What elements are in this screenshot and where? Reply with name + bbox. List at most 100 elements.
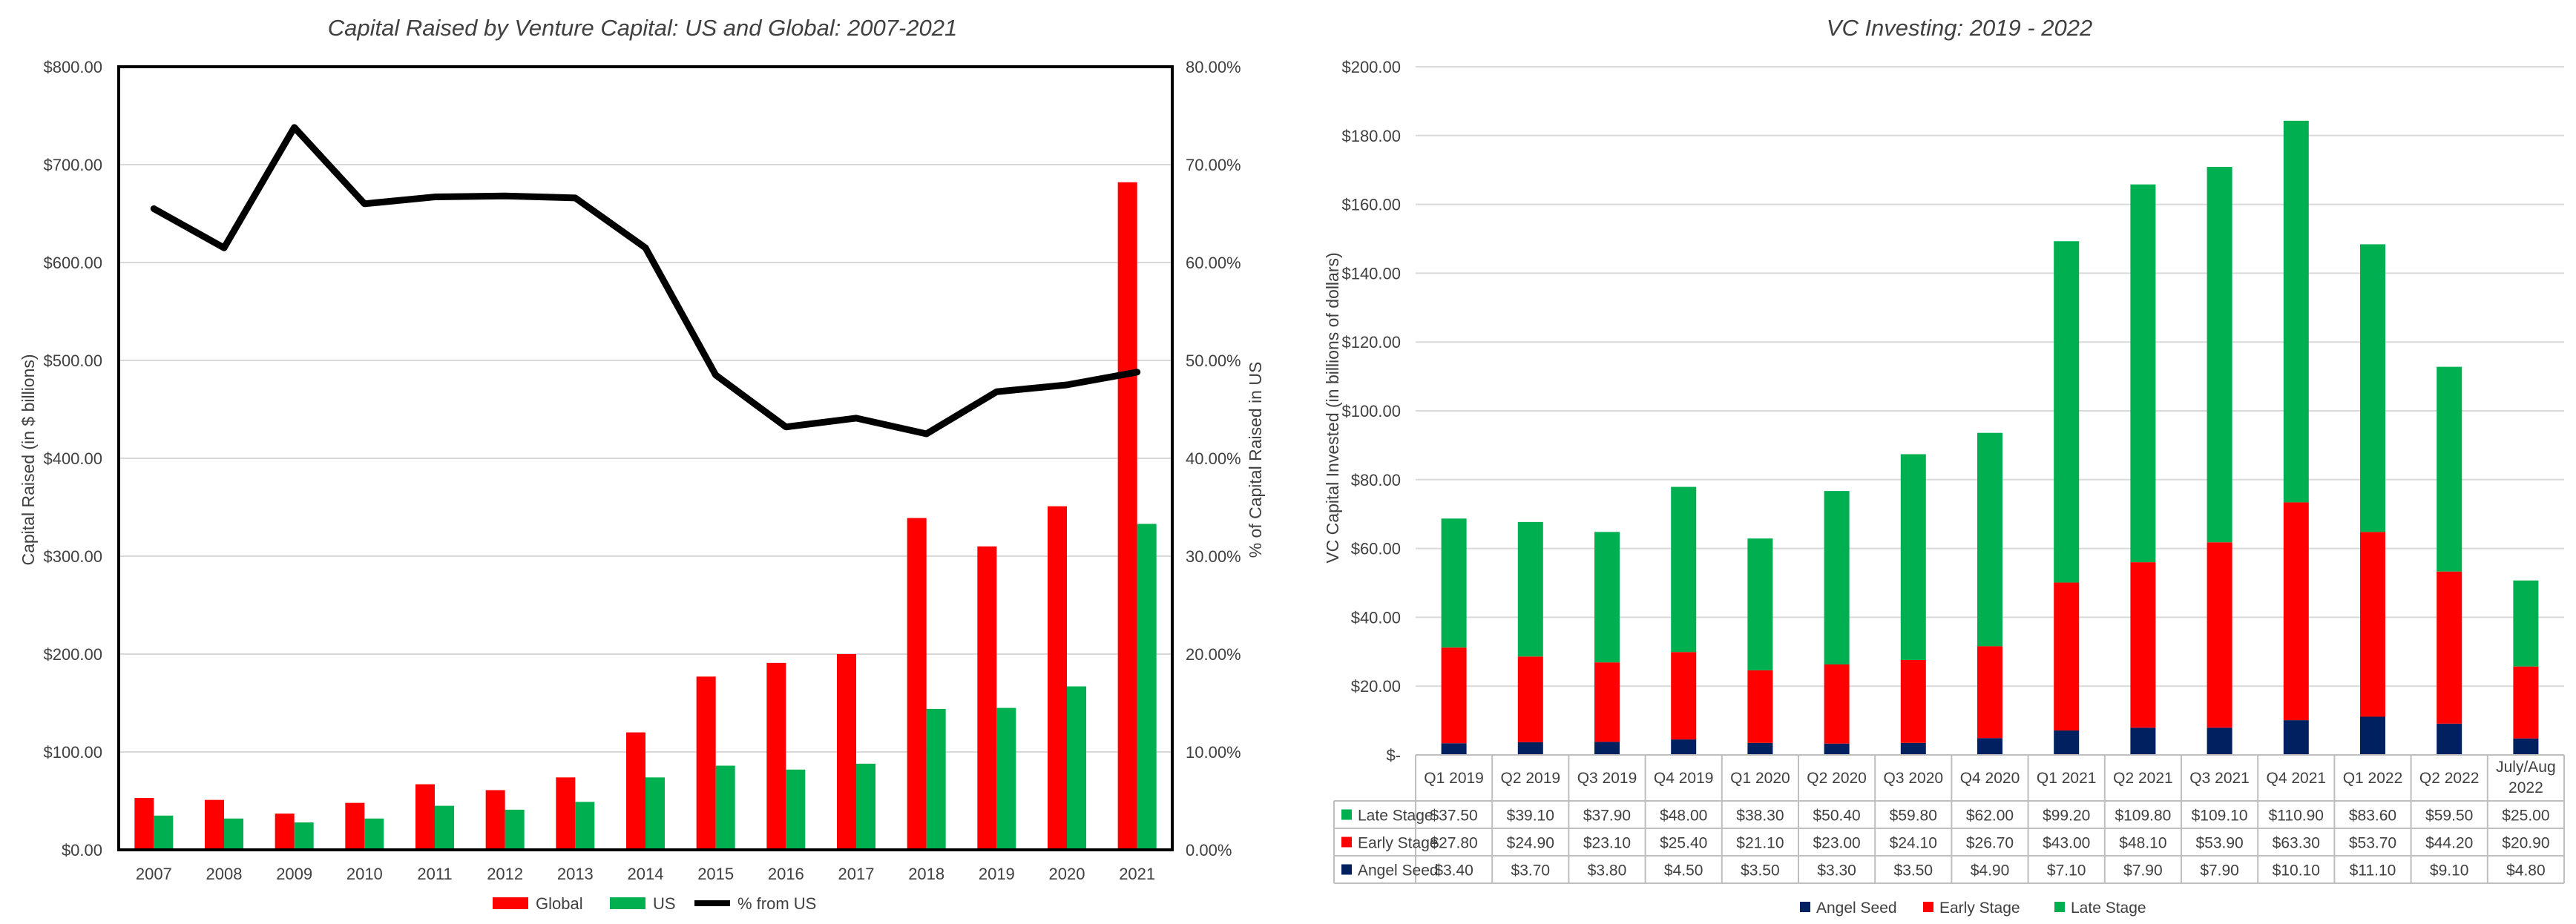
table-cell-value: $7.10 [2047,862,2086,880]
right-y-tick-label: $180.00 [1341,127,1401,145]
right-bar-angel-seed [1517,742,1543,755]
table-cell-value: $21.10 [1736,835,1784,852]
table-row-label: Late Stage [1358,808,1433,825]
right-bar-angel-seed [1747,742,1773,755]
table-category-label: Q3 2019 [1577,770,1637,787]
left-legend: Global US % from US [493,894,816,913]
table-cell-value: $26.70 [1966,835,2014,852]
left-x-tick-label: 2012 [487,865,523,883]
table-cell-value: $38.30 [1736,808,1784,825]
right-y-tick-label: $160.00 [1341,196,1401,214]
left-bar-us [1137,524,1157,850]
right-legend-swatch [1800,902,1810,912]
left-x-tick-label: 2009 [276,865,312,883]
table-cell-value: $99.20 [2043,808,2090,825]
right-bar-angel-seed [2437,723,2462,755]
left-x-tick-label: 2019 [979,865,1015,883]
right-y-tick-label: $20.00 [1351,677,1401,696]
right-bar-late-stage [1671,486,1697,653]
right-y-tick-label: $140.00 [1341,264,1401,283]
left-y2-tick-label: 20.00% [1186,645,1241,664]
table-cell-value: $3.30 [1817,862,1856,880]
table-cell-value: $3.80 [1588,862,1627,880]
left-bar-global [205,799,224,850]
left-legend-label: US [653,894,676,913]
right-bar-late-stage [1747,538,1773,670]
right-bar-angel-seed [2513,738,2539,755]
left-x-tick-label: 2016 [768,865,804,883]
left-y2-tick-label: 60.00% [1186,254,1241,272]
table-cell-value: $83.60 [2349,808,2396,825]
table-category-label: Q2 2022 [2419,770,2480,787]
right-y-tick-label: $100.00 [1341,402,1401,420]
table-category-label: Q1 2022 [2343,770,2403,787]
left-bar-global [696,676,716,850]
right-legend-swatch [2054,902,2065,912]
left-y-tick-label: $200.00 [43,645,102,664]
left-y2-tick-label: 80.00% [1186,58,1241,76]
left-bar-us [505,809,525,850]
table-category-label: Q4 2019 [1654,770,1714,787]
right-bar-late-stage [2513,580,2539,667]
table-category-label: Q1 2020 [1730,770,1790,787]
table-cell-value: $4.90 [1971,862,2010,880]
left-x-tick-label: 2018 [908,865,944,883]
table-category-label: Q2 2021 [2113,770,2173,787]
right-bar-early-stage [2283,502,2309,721]
table-cell-value: $63.30 [2273,835,2320,852]
right-bar-angel-seed [2130,727,2156,755]
left-bar-us [645,777,665,850]
left-y-tick-label: $800.00 [43,58,102,76]
right-bar-late-stage [2437,366,2462,572]
right-bar-early-stage [1671,652,1697,740]
left-bar-us [575,802,595,850]
right-bar-early-stage [1824,664,1850,744]
right-bar-early-stage [1594,662,1620,742]
table-cell-value: $11.10 [2350,862,2396,880]
right-bar-angel-seed [1594,742,1620,755]
left-plot-frame [117,65,1174,851]
table-cell-value: $4.80 [2506,862,2546,880]
table-cell-value: $50.40 [1813,808,1860,825]
right-bar-angel-seed [1671,739,1697,755]
table-cell-value: $24.10 [1890,835,1937,852]
right-legend-label: Late Stage [2071,900,2146,917]
table-cell-value: $23.10 [1583,835,1631,852]
left-bar-global [485,790,505,850]
left-bar-us [1067,686,1086,850]
left-bar-us [786,769,806,850]
left-bar-us [294,822,314,850]
table-cell-value: $53.90 [2195,835,2243,852]
table-category-label: 2022 [2508,779,2543,796]
table-category-label: July/Aug [2496,759,2556,776]
right-legend: Angel Seed Early Stage Late Stage [1800,900,2146,917]
right-bar-early-stage [2437,571,2462,724]
right-bar-angel-seed [1824,743,1850,755]
left-bar-global [1048,506,1067,850]
right-bar-angel-seed [2207,727,2232,755]
right-bar-angel-seed [2360,716,2385,755]
left-y2-axis-label: % of Capital Raised in US [1246,362,1265,558]
table-cell-value: $25.40 [1660,835,1707,852]
right-bar-early-stage [1441,647,1467,744]
table-cell-value: $7.90 [2123,862,2163,880]
table-cell-value: $10.10 [2273,862,2320,880]
left-x-tick-label: 2015 [697,865,734,883]
right-bar-late-stage [2054,241,2080,583]
table-category-label: Q4 2020 [1960,770,2020,787]
right-bar-early-stage [2054,582,2080,731]
right-legend-label: Angel Seed [1816,900,1897,917]
left-y-tick-label: $700.00 [43,156,102,174]
right-chart: VC Investing: 2019 - 2022 VC Capital Inv… [1323,15,2565,917]
right-bar-early-stage [1747,670,1773,743]
left-bar-us [364,818,384,850]
table-cell-value: $109.10 [2192,808,2248,825]
left-bar-us [926,708,946,850]
table-cell-value: $3.70 [1511,862,1551,880]
left-bar-us [996,707,1016,850]
left-bar-global [556,777,576,850]
right-bar-early-stage [1517,656,1543,742]
table-cell-value: $9.10 [2430,862,2469,880]
table-category-label: Q2 2020 [1807,770,1867,787]
table-row-label: Early Stage [1358,835,1439,852]
